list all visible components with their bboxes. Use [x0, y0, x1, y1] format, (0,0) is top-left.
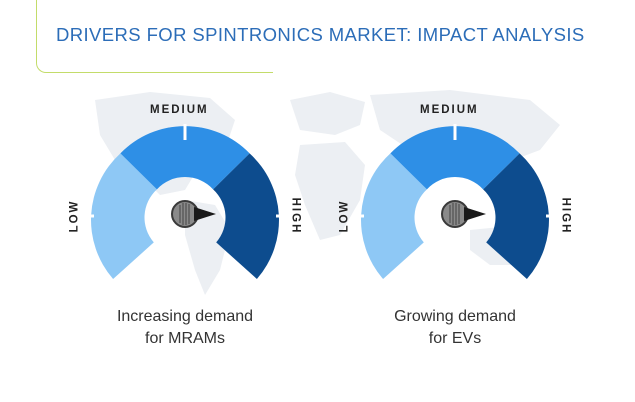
gauge-segment-high [483, 153, 549, 279]
caption-line-1: Increasing demand [116, 308, 254, 325]
scale-label-low: LOW [338, 199, 351, 233]
scale-label-low: LOW [68, 199, 81, 233]
scale-label-high: HIGH [289, 197, 302, 235]
page-title: DRIVERS FOR SPINTRONICS MARKET: IMPACT A… [56, 24, 585, 45]
gauge-hub-grooves [449, 203, 460, 225]
gauge-segment-low [361, 153, 427, 279]
gauge-hub-grooves [179, 203, 190, 225]
gauge-caption: Increasing demand for MRAMs [70, 306, 300, 350]
gauge-dial [352, 124, 558, 279]
scale-label-medium: MEDIUM [150, 104, 209, 116]
gauge-needle [194, 207, 216, 221]
impact-gauge: MEDIUM LOW HIGH [68, 104, 302, 290]
gauge-dial [82, 124, 288, 279]
gauge-segment-medium [390, 126, 520, 190]
caption-line-2: for MRAMs [145, 330, 225, 347]
gauge-segment-high [213, 153, 279, 279]
title-frame [36, 0, 273, 73]
gauge-segment-medium [120, 126, 250, 190]
gauge-needle [464, 207, 486, 221]
gauge-caption: Growing demand for EVs [340, 306, 570, 350]
caption-line-1: Growing demand [394, 308, 516, 325]
impact-gauge: MEDIUM LOW HIGH [338, 104, 572, 290]
caption-line-2: for EVs [428, 330, 482, 347]
gauge-segment-low [91, 153, 157, 279]
scale-label-high: HIGH [559, 197, 572, 235]
scale-label-medium: MEDIUM [420, 104, 479, 116]
